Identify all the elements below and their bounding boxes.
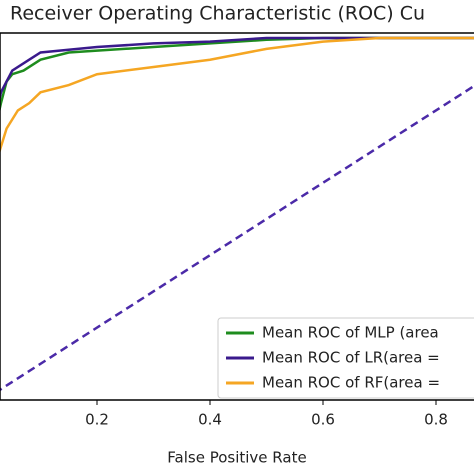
- x-axis-label: False Positive Rate: [167, 449, 306, 467]
- plot-area: [0, 36, 474, 392]
- roc-line: [0, 36, 474, 154]
- legend: Mean ROC of MLP (area Mean ROC of LR(area…: [217, 317, 474, 399]
- x-tick-label: 0.4: [198, 411, 222, 429]
- legend-label: Mean ROC of MLP (area: [262, 324, 439, 342]
- legend-label: Mean ROC of LR(area =: [262, 349, 440, 367]
- roc-line: [0, 36, 474, 103]
- axes-frame: [0, 32, 474, 401]
- roc-line: [0, 36, 474, 114]
- x-tick-label: 0.2: [85, 411, 109, 429]
- x-tick-label: 0.8: [424, 411, 448, 429]
- diagonal-line: [0, 84, 474, 392]
- legend-label: Mean ROC of RF(area =: [262, 374, 440, 392]
- legend-box: [217, 317, 474, 399]
- x-tick-label: 0.6: [311, 411, 335, 429]
- chart-title: Receiver Operating Characteristic (ROC) …: [10, 3, 425, 25]
